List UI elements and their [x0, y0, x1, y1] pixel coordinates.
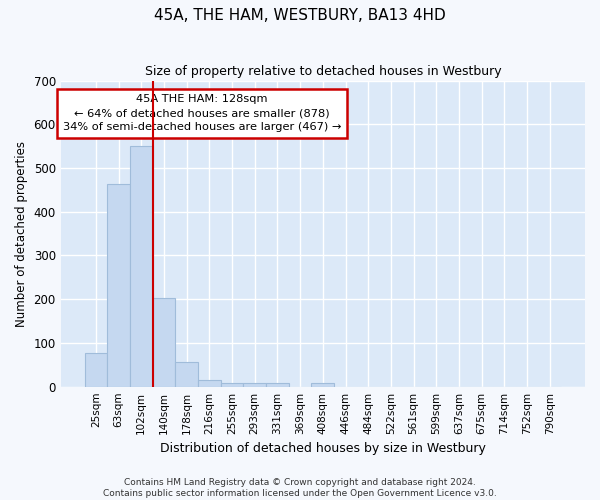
Bar	[175, 362, 198, 386]
Bar	[85, 352, 107, 386]
Bar	[198, 380, 221, 386]
Bar	[152, 298, 175, 386]
Text: 45A THE HAM: 128sqm
← 64% of detached houses are smaller (878)
34% of semi-detac: 45A THE HAM: 128sqm ← 64% of detached ho…	[63, 94, 341, 132]
Bar	[311, 383, 334, 386]
Bar	[130, 146, 152, 386]
Bar	[244, 383, 266, 386]
Text: Contains HM Land Registry data © Crown copyright and database right 2024.
Contai: Contains HM Land Registry data © Crown c…	[103, 478, 497, 498]
Bar	[107, 184, 130, 386]
Y-axis label: Number of detached properties: Number of detached properties	[15, 140, 28, 326]
X-axis label: Distribution of detached houses by size in Westbury: Distribution of detached houses by size …	[160, 442, 486, 455]
Bar	[266, 383, 289, 386]
Bar	[221, 383, 244, 386]
Text: 45A, THE HAM, WESTBURY, BA13 4HD: 45A, THE HAM, WESTBURY, BA13 4HD	[154, 8, 446, 22]
Title: Size of property relative to detached houses in Westbury: Size of property relative to detached ho…	[145, 65, 501, 78]
